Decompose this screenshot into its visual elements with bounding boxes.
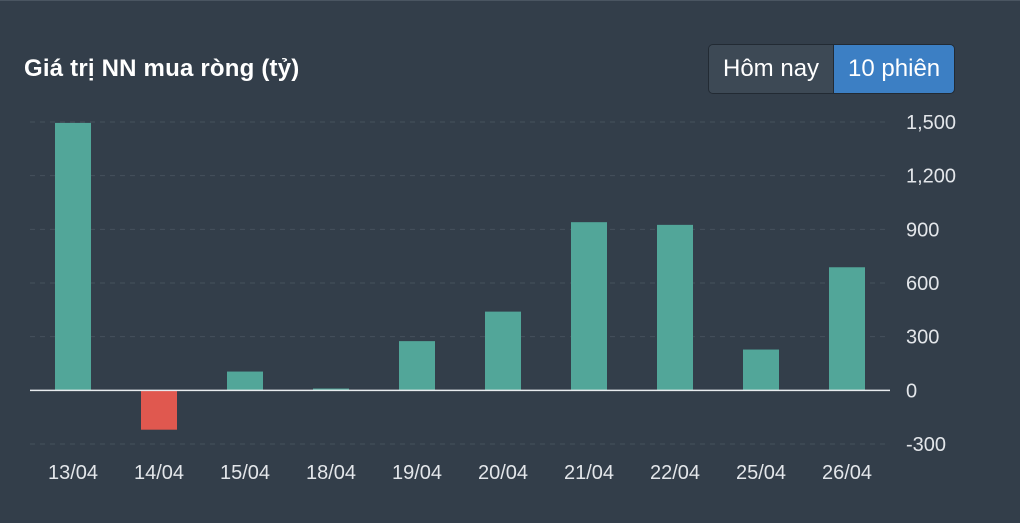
y-tick-label: 300 xyxy=(906,327,939,349)
bar-18-04[interactable] xyxy=(313,388,349,391)
bar-13-04[interactable] xyxy=(55,122,91,391)
x-tick-label: 21/04 xyxy=(564,462,614,484)
x-tick-label: 14/04 xyxy=(134,462,184,484)
x-tick-label: 15/04 xyxy=(220,462,270,484)
x-tick-label: 25/04 xyxy=(736,462,786,484)
x-tick-label: 13/04 xyxy=(48,462,98,484)
y-tick-label: 0 xyxy=(906,380,917,402)
bar-19-04[interactable] xyxy=(399,341,435,391)
toggle-10-sessions-button[interactable]: 10 phiên xyxy=(834,45,955,93)
y-tick-label: 1,200 xyxy=(906,166,956,188)
bar-15-04[interactable] xyxy=(227,371,263,391)
x-tick-label: 22/04 xyxy=(650,462,700,484)
bar-25-04[interactable] xyxy=(743,349,779,391)
bar-22-04[interactable] xyxy=(657,224,693,391)
bar-20-04[interactable] xyxy=(485,311,521,391)
bar-14-04[interactable] xyxy=(141,390,177,430)
y-tick-label: 600 xyxy=(906,273,939,295)
bar-21-04[interactable] xyxy=(571,222,607,391)
y-tick-label: 1,500 xyxy=(906,112,956,134)
chart-title: Giá trị NN mua ròng (tỷ) xyxy=(24,55,300,82)
x-tick-label: 20/04 xyxy=(478,462,528,484)
bar-26-04[interactable] xyxy=(829,267,865,391)
x-tick-label: 26/04 xyxy=(822,462,872,484)
period-toggle[interactable]: Hôm nay 10 phiên xyxy=(708,44,956,94)
y-tick-label: -300 xyxy=(906,434,946,456)
x-tick-label: 18/04 xyxy=(306,462,356,484)
x-tick-label: 19/04 xyxy=(392,462,442,484)
toggle-today-button[interactable]: Hôm nay xyxy=(709,45,835,93)
y-tick-label: 900 xyxy=(906,219,939,241)
